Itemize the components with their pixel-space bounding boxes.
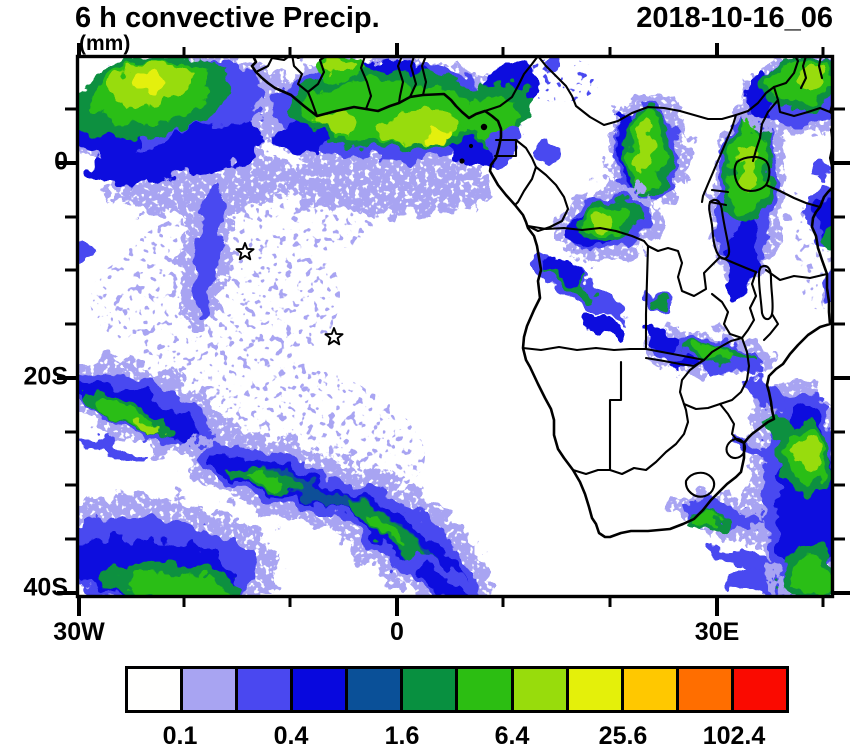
colorbar-cell	[403, 669, 459, 710]
x-tick-label-0: 0	[390, 618, 404, 646]
colorbar-cell	[513, 669, 569, 710]
colorbar-cell	[733, 669, 786, 710]
colorbar-cell	[238, 669, 294, 710]
colorbar-cell	[623, 669, 679, 710]
star-marker	[235, 242, 255, 261]
africa-coastline	[250, 58, 832, 539]
island-sao-tome	[459, 158, 465, 164]
precip-field	[79, 58, 832, 596]
map-frame	[75, 54, 835, 599]
plot-timestamp: 2018-10-16_06	[636, 2, 833, 34]
units-label: (mm)	[79, 32, 131, 55]
x-tick-label-30w: 30W	[53, 618, 105, 646]
y-tick-label-40s: 40S	[23, 573, 68, 602]
colorbar-cell	[458, 669, 514, 710]
y-tick-label-0: 0	[54, 147, 68, 176]
colorbar-label-5: 102.4	[702, 722, 766, 750]
x-tick-label-30e: 30E	[694, 618, 740, 646]
colorbar-label-1: 0.4	[273, 722, 309, 750]
star-markers	[235, 242, 344, 346]
plot-title: 6 h convective Precip.	[75, 2, 380, 34]
star-marker	[324, 327, 344, 346]
lake-tanganyika	[708, 198, 731, 260]
colorbar-label-3: 6.4	[494, 722, 530, 750]
colorbar-cell	[678, 669, 734, 710]
colorbar-cell	[568, 669, 624, 710]
island-bioko	[480, 123, 488, 131]
colorbar	[125, 666, 789, 713]
lake-malawi	[757, 265, 774, 321]
island-principe	[468, 143, 474, 149]
y-tick-label-20s: 20S	[23, 362, 68, 391]
colorbar-cell	[293, 669, 349, 710]
colorbar-label-4: 25.6	[598, 722, 648, 750]
axis-ticks	[57, 43, 850, 616]
colorbar-cell	[183, 669, 239, 710]
colorbar-label-0: 0.1	[162, 722, 198, 750]
colorbar-cell	[128, 669, 184, 710]
colorbar-label-2: 1.6	[384, 722, 420, 750]
lake-victoria	[733, 155, 771, 192]
colorbar-cell	[348, 669, 404, 710]
